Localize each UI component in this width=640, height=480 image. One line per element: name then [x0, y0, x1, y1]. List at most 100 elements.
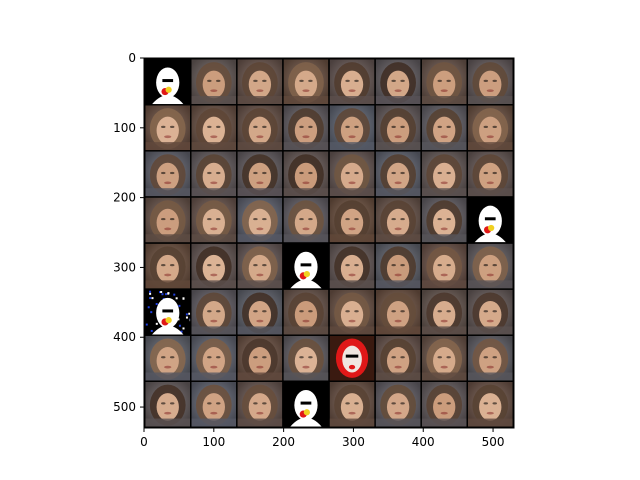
face-skin	[479, 162, 502, 191]
noise-speckle	[160, 291, 163, 294]
y-tick-label: 200	[113, 191, 136, 205]
face-mouth	[348, 89, 356, 93]
face-skin	[433, 162, 456, 191]
face-eye-right	[492, 264, 497, 267]
face-skin	[202, 254, 225, 283]
face-mouth	[302, 227, 310, 231]
face-eye-left	[437, 171, 442, 175]
face-eye-right	[400, 171, 405, 175]
tile-shoulders	[145, 142, 191, 151]
face-yellow-blob	[165, 317, 172, 324]
grid-tile	[191, 335, 237, 381]
face-eye-right	[492, 125, 497, 129]
face-skin	[156, 393, 179, 421]
tile-shoulders	[467, 96, 513, 105]
grid-tile	[237, 151, 283, 197]
face-mouth	[486, 89, 494, 93]
grid-tile	[191, 289, 237, 335]
grid-tile	[375, 59, 421, 105]
face-skin	[248, 162, 272, 191]
tile-shoulders	[467, 188, 513, 197]
grid-tile	[421, 197, 467, 243]
face-eye-right	[446, 264, 451, 267]
tile-shoulders	[191, 280, 237, 289]
face-eye-left	[483, 310, 489, 313]
tile-shoulders	[421, 280, 467, 289]
face-yellow-blob	[303, 409, 310, 416]
grid-tile	[191, 381, 237, 427]
face-eye-left	[391, 217, 396, 221]
tile-shoulders	[329, 280, 375, 289]
face-mouth	[164, 273, 172, 277]
face-eye-left	[161, 171, 166, 175]
face-skin	[386, 116, 410, 145]
face-eye-right	[169, 171, 175, 175]
tile-shoulders	[283, 142, 329, 151]
grid-tile	[283, 59, 329, 105]
face-eye-right	[492, 356, 497, 359]
grid-tile	[467, 289, 513, 335]
face-skin	[433, 300, 456, 329]
face-eye-left	[437, 402, 442, 405]
grid-tile	[191, 59, 237, 105]
face-eye-left	[299, 356, 304, 359]
face-eye-left	[483, 356, 489, 359]
face-skin	[248, 300, 272, 329]
noise-speckle	[189, 318, 191, 321]
face-mouth	[210, 411, 218, 415]
face-skin	[202, 162, 225, 191]
face-eye-left	[437, 79, 442, 82]
grid-tile	[375, 289, 421, 335]
face-eye-right	[262, 217, 267, 221]
face-mouth	[440, 411, 448, 415]
grid-tile	[467, 151, 513, 197]
grid-tile	[237, 335, 283, 381]
noise-speckle	[185, 316, 188, 319]
face-skin	[340, 208, 364, 237]
face-eye-left	[391, 402, 396, 405]
tile-shoulders	[283, 234, 329, 243]
face-eye-left	[483, 79, 489, 82]
face-skin	[433, 70, 456, 99]
grid-tile	[467, 335, 513, 381]
face-mouth	[440, 365, 448, 369]
x-tick-label: 0	[140, 435, 148, 449]
face-mouth	[164, 135, 172, 139]
face-eye-left	[437, 264, 442, 267]
face-mask	[342, 345, 362, 373]
face-eye-right	[216, 125, 221, 129]
face-mouth	[256, 365, 264, 369]
face-eye-right	[446, 125, 451, 129]
tile-shoulders	[467, 280, 513, 289]
body-mask	[290, 279, 322, 289]
face-eye-left	[483, 125, 489, 129]
face-eye-left	[207, 310, 212, 313]
tile-shoulders	[237, 418, 283, 427]
grid-tile	[145, 105, 191, 151]
face-eye-right	[446, 171, 451, 175]
face-skin	[294, 70, 318, 99]
face-eye-right	[354, 125, 359, 129]
tile-shoulders	[237, 372, 283, 381]
face-skin	[248, 347, 272, 375]
face-eye-right	[308, 217, 313, 221]
tile-shoulders	[191, 326, 237, 335]
noise-speckle	[178, 304, 181, 307]
face-mouth	[256, 273, 264, 277]
face-skin	[340, 162, 364, 191]
face-skin	[202, 300, 225, 329]
noise-speckle	[155, 322, 158, 325]
tile-shoulders	[283, 188, 329, 197]
grid-tile	[237, 243, 283, 289]
x-tick-label: 400	[412, 435, 435, 449]
face-skin	[386, 208, 410, 237]
face-eye-left	[299, 79, 304, 82]
grid-tile	[467, 105, 513, 151]
grid-tile	[329, 335, 375, 381]
face-eye-left	[253, 356, 258, 359]
tile-shoulders	[375, 142, 421, 151]
grid-tile	[145, 381, 191, 427]
face-mouth	[394, 273, 402, 277]
face-skin	[156, 162, 179, 191]
noise-speckle	[185, 313, 188, 316]
